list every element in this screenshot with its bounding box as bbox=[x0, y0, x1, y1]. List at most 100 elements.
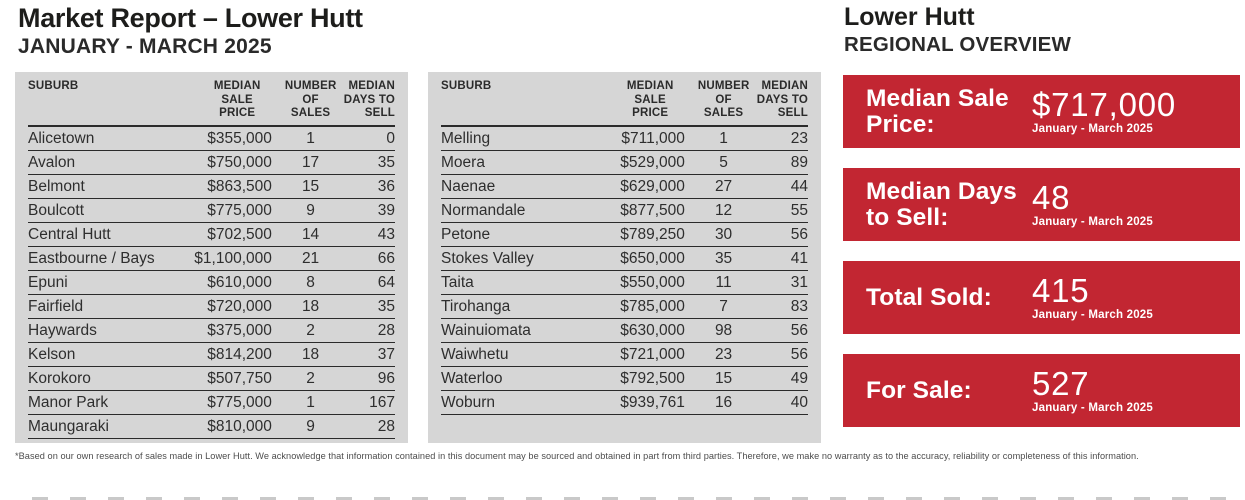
cell-median-days-to-sell: 64 bbox=[336, 270, 395, 295]
cell-suburb: Alicetown bbox=[28, 125, 190, 151]
cell-suburb: Naenae bbox=[441, 174, 603, 199]
table-row: Haywards $375,000 2 28 bbox=[28, 318, 395, 343]
stat-label: Median Sale Price: bbox=[866, 84, 1009, 138]
cell-number-of-sales: 27 bbox=[697, 174, 750, 199]
cell-number-of-sales: 1 bbox=[284, 390, 337, 415]
cell-median-days-to-sell: 56 bbox=[749, 342, 808, 367]
table-row: Moera $529,000 5 89 bbox=[441, 150, 808, 175]
cell-number-of-sales: 30 bbox=[697, 222, 750, 247]
cell-suburb: Manor Park bbox=[28, 390, 190, 415]
cell-suburb: Moera bbox=[441, 150, 603, 175]
table-row: Korokoro $507,750 2 96 bbox=[28, 366, 395, 391]
suburb-table-left-body: Alicetown $355,000 1 0 Avalon $750,000 1… bbox=[28, 125, 395, 439]
cell-suburb: Epuni bbox=[28, 270, 190, 295]
overview-subtitle: REGIONAL OVERVIEW bbox=[844, 33, 1072, 56]
cell-number-of-sales: 15 bbox=[697, 366, 750, 391]
cell-median-days-to-sell: 35 bbox=[336, 150, 395, 175]
column-header-suburb: SUBURB bbox=[28, 72, 190, 127]
cell-median-sale-price: $702,500 bbox=[189, 222, 285, 247]
table-row: Normandale $877,500 12 55 bbox=[441, 198, 808, 223]
table-row: Tirohanga $785,000 7 83 bbox=[441, 294, 808, 319]
stat-period: January - March 2025 bbox=[1032, 123, 1153, 135]
cell-median-sale-price: $610,000 bbox=[189, 270, 285, 295]
cell-number-of-sales: 14 bbox=[284, 222, 337, 247]
cell-median-sale-price: $550,000 bbox=[602, 270, 698, 295]
cell-median-sale-price: $863,500 bbox=[189, 174, 285, 199]
table-row: Woburn $939,761 16 40 bbox=[441, 390, 808, 415]
cell-median-days-to-sell: 35 bbox=[336, 294, 395, 319]
cell-number-of-sales: 5 bbox=[697, 150, 750, 175]
stat-period: January - March 2025 bbox=[1032, 216, 1153, 228]
cell-median-days-to-sell: 0 bbox=[336, 125, 395, 151]
cell-median-days-to-sell: 23 bbox=[749, 125, 808, 151]
cell-suburb: Waiwhetu bbox=[441, 342, 603, 367]
cell-number-of-sales: 17 bbox=[284, 150, 337, 175]
cell-number-of-sales: 1 bbox=[697, 125, 750, 151]
cell-median-days-to-sell: 44 bbox=[749, 174, 808, 199]
overview-title: Lower Hutt bbox=[844, 3, 975, 31]
cell-median-days-to-sell: 56 bbox=[749, 222, 808, 247]
cell-suburb: Maungaraki bbox=[28, 414, 190, 439]
table-row: Waiwhetu $721,000 23 56 bbox=[441, 342, 808, 367]
cell-suburb: Fairfield bbox=[28, 294, 190, 319]
stat-label: Median Days to Sell: bbox=[866, 177, 1017, 231]
table-row: Naenae $629,000 27 44 bbox=[441, 174, 808, 199]
column-header-median-sale-price: MEDIAN SALE PRICE bbox=[189, 72, 285, 127]
cell-number-of-sales: 16 bbox=[697, 390, 750, 415]
table-row: Wainuiomata $630,000 98 56 bbox=[441, 318, 808, 343]
column-header-median-days-to-sell: MEDIAN DAYS TO SELL bbox=[336, 72, 395, 127]
cell-suburb: Eastbourne / Bays bbox=[28, 246, 190, 271]
cell-suburb: Woburn bbox=[441, 390, 603, 415]
cell-number-of-sales: 15 bbox=[284, 174, 337, 199]
table-row: Belmont $863,500 15 36 bbox=[28, 174, 395, 199]
cell-number-of-sales: 9 bbox=[284, 414, 337, 439]
cropped-content-artifact bbox=[32, 497, 1241, 500]
cell-median-sale-price: $507,750 bbox=[189, 366, 285, 391]
cell-suburb: Korokoro bbox=[28, 366, 190, 391]
stat-value: 415 bbox=[1032, 272, 1090, 309]
cell-suburb: Central Hutt bbox=[28, 222, 190, 247]
table-row: Central Hutt $702,500 14 43 bbox=[28, 222, 395, 247]
cell-median-days-to-sell: 31 bbox=[749, 270, 808, 295]
stat-value: 48 bbox=[1032, 179, 1071, 216]
cell-suburb: Stokes Valley bbox=[441, 246, 603, 271]
cell-median-days-to-sell: 49 bbox=[749, 366, 808, 391]
overview-stats: Median Sale Price: $717,000 January - Ma… bbox=[843, 75, 1240, 447]
cell-median-sale-price: $877,500 bbox=[602, 198, 698, 223]
cell-median-days-to-sell: 167 bbox=[336, 390, 395, 415]
table-row: Avalon $750,000 17 35 bbox=[28, 150, 395, 175]
table-row: Stokes Valley $650,000 35 41 bbox=[441, 246, 808, 271]
table-row: Manor Park $775,000 1 167 bbox=[28, 390, 395, 415]
cell-number-of-sales: 21 bbox=[284, 246, 337, 271]
stat-label: Total Sold: bbox=[866, 283, 992, 311]
cell-median-days-to-sell: 28 bbox=[336, 414, 395, 439]
cell-median-sale-price: $650,000 bbox=[602, 246, 698, 271]
cell-median-sale-price: $529,000 bbox=[602, 150, 698, 175]
suburb-table-right-body: Melling $711,000 1 23 Moera $529,000 5 8… bbox=[441, 125, 808, 415]
cell-number-of-sales: 1 bbox=[284, 125, 337, 151]
cell-number-of-sales: 2 bbox=[284, 366, 337, 391]
cell-median-days-to-sell: 28 bbox=[336, 318, 395, 343]
cell-median-days-to-sell: 39 bbox=[336, 198, 395, 223]
cell-median-days-to-sell: 37 bbox=[336, 342, 395, 367]
stat-period: January - March 2025 bbox=[1032, 402, 1153, 414]
cell-suburb: Normandale bbox=[441, 198, 603, 223]
cell-median-sale-price: $814,200 bbox=[189, 342, 285, 367]
cell-suburb: Taita bbox=[441, 270, 603, 295]
header-row: SUBURB MEDIAN SALE PRICE NUMBER OF SALES… bbox=[441, 72, 808, 127]
stat-value: $717,000 bbox=[1032, 86, 1177, 123]
table-row: Fairfield $720,000 18 35 bbox=[28, 294, 395, 319]
cell-number-of-sales: 11 bbox=[697, 270, 750, 295]
cell-suburb: Boulcott bbox=[28, 198, 190, 223]
cell-median-sale-price: $630,000 bbox=[602, 318, 698, 343]
table-row: Boulcott $775,000 9 39 bbox=[28, 198, 395, 223]
cell-median-days-to-sell: 36 bbox=[336, 174, 395, 199]
cell-median-sale-price: $629,000 bbox=[602, 174, 698, 199]
table-row: Waterloo $792,500 15 49 bbox=[441, 366, 808, 391]
cell-median-days-to-sell: 55 bbox=[749, 198, 808, 223]
table-row: Taita $550,000 11 31 bbox=[441, 270, 808, 295]
column-header-median-sale-price: MEDIAN SALE PRICE bbox=[602, 72, 698, 127]
table-row: Melling $711,000 1 23 bbox=[441, 125, 808, 151]
column-header-suburb: SUBURB bbox=[441, 72, 603, 127]
